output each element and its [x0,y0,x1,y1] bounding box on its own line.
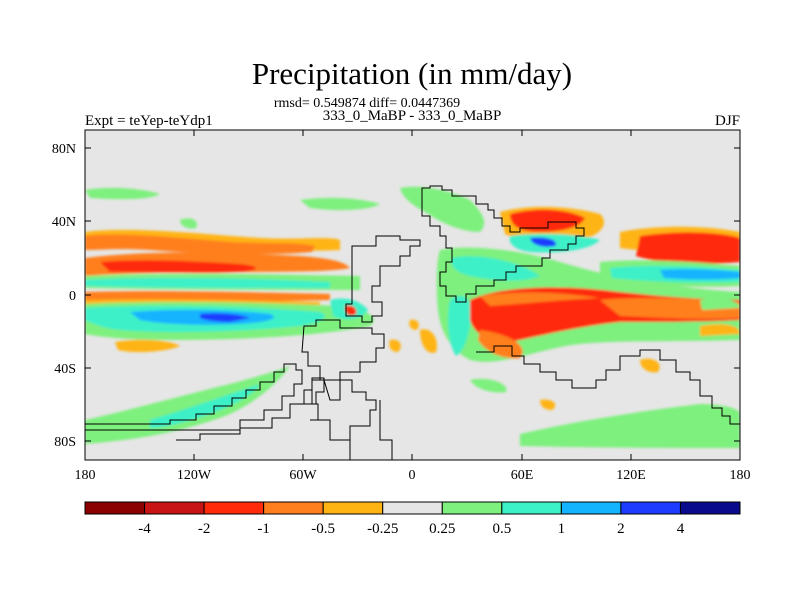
y-axis-labels: 80N 40N 0 40S 80S [52,142,76,450]
coastline-antarctic-arc [176,377,325,441]
colorbar-label: -1 [257,521,270,537]
colorbar-label: 1 [558,521,566,537]
map-plot-area [84,129,741,461]
anomaly-patch [85,277,330,288]
anomaly-patch [636,232,740,264]
anomaly-patch [180,218,197,229]
chart-title: Precipitation (in mm/day) [252,56,572,91]
anomaly-patch [100,260,256,273]
colorbar-label: 4 [677,521,685,537]
anomaly-patch [389,339,401,352]
colorbar: -4 -2 -1 -0.5 -0.25 0.25 0.5 1 2 4 [84,501,741,537]
anomaly-patch [85,234,315,255]
anomaly-patch [409,319,419,330]
colorbar-swatch [620,501,681,515]
coastline-west-loop [311,379,377,441]
anomaly-patch [470,378,507,393]
anomaly-patch [85,291,330,302]
x-tick-label: 180 [730,468,751,483]
colorbar-label: 2 [617,521,625,537]
colorbar-swatch [144,501,205,515]
coastline-east-gondwana [476,345,740,425]
coastline-south-band [85,363,303,431]
anomaly-patch [200,313,250,322]
anomaly-patch [400,186,485,232]
coastline-gondwana [345,235,421,323]
colorbar-label: 0.5 [492,521,511,537]
y-tick-label: 40S [54,362,76,377]
colorbar-swatch [679,501,741,515]
anomaly-patch [640,358,660,373]
y-tick-label: 80N [52,142,76,157]
colorbar-label: -4 [138,521,151,537]
y-tick-label: 40N [52,215,76,230]
chart-subtitle: 333_0_MaBP - 333_0_MaBP [323,108,502,124]
anomaly-field [85,186,740,448]
colorbar-swatch [441,501,503,515]
anomaly-patch [150,384,260,428]
coastline-gondwana-south [301,319,385,381]
x-tick-label: 120W [177,468,212,483]
anomaly-patch [700,324,740,336]
colorbar-label: -0.25 [367,521,398,537]
x-tick-label: 60E [511,468,534,483]
x-axis-labels: 180 120W 60W 0 60E 120E 180 [75,468,751,483]
anomaly-patch [300,197,380,211]
colorbar-swatch [263,501,324,515]
anomaly-patch [660,269,740,280]
coastlines [85,185,740,460]
colorbar-swatch [560,501,622,515]
colorbar-swatch [322,501,384,515]
x-tick-label: 60W [289,468,317,483]
colorbar-swatch [203,501,265,515]
y-tick-label: 0 [69,289,76,304]
anomaly-patch [448,295,472,356]
coastline-north-continent [421,185,585,303]
colorbar-label: -2 [198,521,211,537]
anomaly-patch [540,399,556,410]
anomaly-patch [478,330,523,359]
anomaly-patch [115,339,180,353]
x-tick-label: 0 [409,468,416,483]
experiment-label: Expt = teYep-teYdp1 [85,113,213,129]
stats-line: rmsd= 0.549874 diff= 0.0447369 [274,96,460,111]
map-frame [84,129,741,461]
coastline-south-pole-2 [379,400,393,460]
anomaly-patch [700,298,740,310]
season-label: DJF [715,113,740,129]
x-tick-label: 180 [75,468,96,483]
anomaly-patch [520,404,740,448]
x-tick-label: 120E [616,468,646,483]
colorbar-swatch [382,501,443,515]
anomaly-patch [480,292,600,306]
colorbar-swatch [84,501,146,515]
anomaly-patch [530,237,556,247]
colorbar-swatch [501,501,562,515]
anomaly-patch [451,256,540,281]
anomaly-patch [420,329,437,353]
anomaly-patch [344,305,357,316]
colorbar-label: 0.25 [429,521,455,537]
anomaly-patch [85,187,160,200]
anomaly-patch [510,209,585,232]
y-tick-label: 80S [54,435,76,450]
colorbar-label: -0.5 [311,521,335,537]
